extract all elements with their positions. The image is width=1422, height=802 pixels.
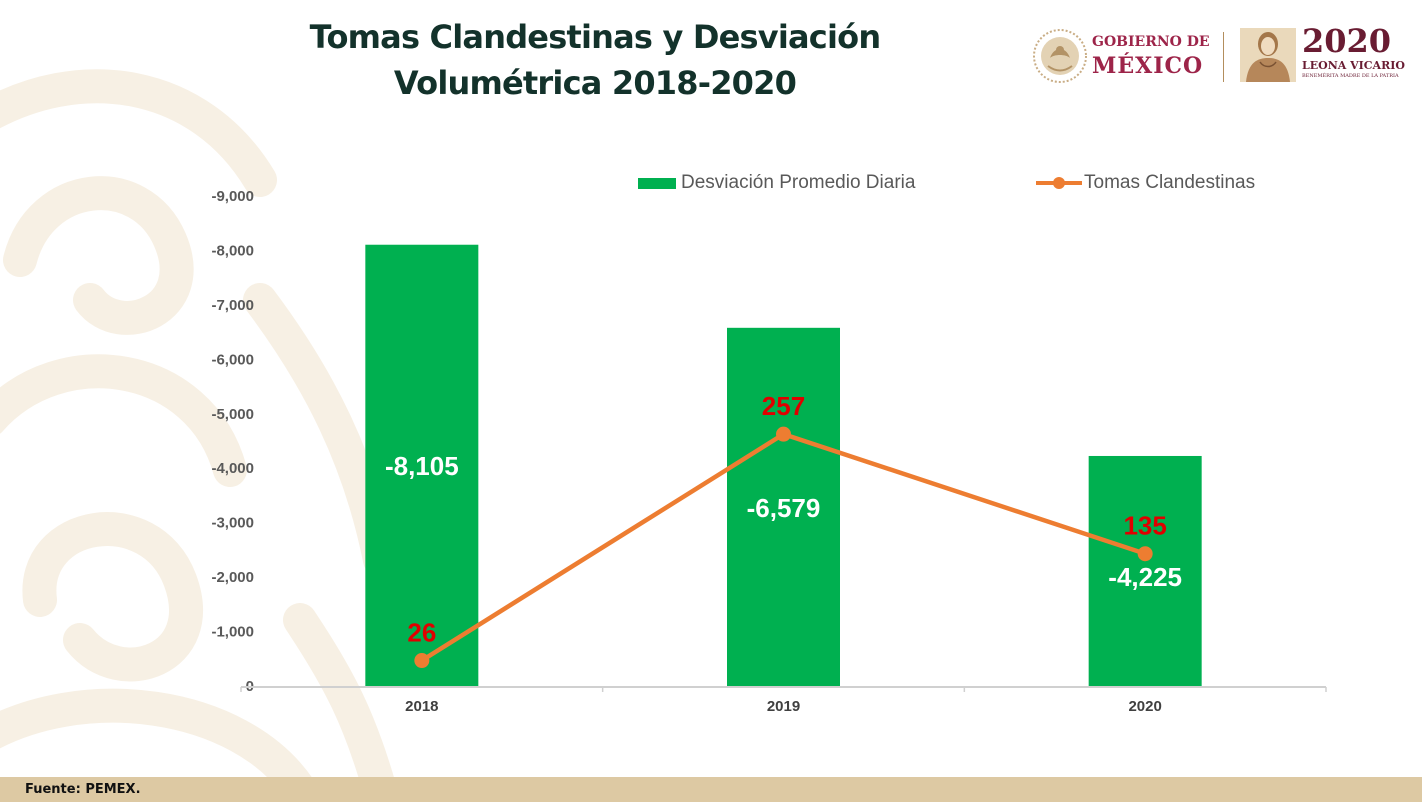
line-point-2020	[1137, 546, 1153, 562]
line-point-2018	[414, 653, 430, 669]
logo-leona-vicario: LEONA VICARIO	[1302, 59, 1405, 72]
bars	[365, 244, 1202, 686]
y-tick-label: -9,000	[211, 188, 254, 205]
mexico-coat-of-arms-icon	[1033, 29, 1087, 83]
legend-label-tomas: Tomas Clandestinas	[1084, 172, 1256, 193]
source-note: Fuente: PEMEX.	[25, 782, 141, 797]
left-axis-ticks: -9,000 -8,000 -7,000 -6,000 -5,000 -4,000 -3,0…	[211, 188, 254, 695]
y-tick-label: -7,000	[211, 297, 254, 314]
y-tick-label: -5,000	[211, 406, 254, 423]
y-tick-label: -2,000	[211, 569, 254, 586]
logo-leona-subtitle: BENEMÉRITA MADRE DE LA PATRIA	[1302, 73, 1399, 79]
page-title: Tomas Clandestinas y Desviación Volumétr…	[175, 14, 1015, 106]
y-tick-label: -1,000	[211, 624, 254, 641]
legend-item-desviacion: Desviación Promedio Diaria	[638, 172, 915, 194]
title-line-1: Tomas Clandestinas y Desviación	[309, 18, 881, 56]
line-point-2019	[776, 426, 791, 442]
background-pattern	[0, 69, 397, 780]
title-line-2: Volumétrica 2018-2020	[393, 64, 797, 102]
legend-bar-swatch-icon	[638, 177, 676, 189]
bar-2019	[727, 327, 840, 686]
line-value-label: 257	[762, 391, 805, 421]
bar-value-label: -6,579	[747, 493, 821, 523]
legend-label-desviacion: Desviación Promedio Diaria	[681, 172, 916, 193]
legend-item-tomas: Tomas Clandestinas	[1036, 172, 1255, 194]
bar-2020	[1088, 455, 1202, 686]
logo-divider	[1223, 32, 1224, 82]
bar-2018	[365, 244, 479, 686]
x-tick-label: 2020	[1128, 698, 1161, 715]
leona-vicario-portrait-icon	[1240, 28, 1296, 82]
gobierno-de-mexico-logo: GOBIERNO DE MÉXICO	[1092, 32, 1210, 80]
x-tick-label: 2019	[767, 698, 800, 715]
bar-value-label: -4,225	[1108, 562, 1182, 592]
legend-line-swatch-icon	[1036, 177, 1082, 189]
x-axis-ticks: 2018 2019 2020	[240, 687, 1327, 715]
logo-gobierno-line2: MÉXICO	[1092, 53, 1204, 79]
bar-value-label: -8,105	[385, 451, 459, 481]
y-tick-label: -4,000	[211, 460, 254, 477]
government-logos: GOBIERNO DE MÉXICO 2020 LEONA VICARIO BE…	[1030, 24, 1410, 86]
x-tick-label: 2018	[405, 698, 438, 715]
combo-chart: -9,000 -8,000 -7,000 -6,000 -5,000 -4,000 -3,0…	[211, 188, 1327, 715]
logo-gobierno-line1: GOBIERNO DE	[1092, 34, 1210, 50]
line-value-label: 26	[407, 618, 436, 648]
y-tick-label: -6,000	[211, 351, 254, 368]
logo-year: 2020	[1302, 22, 1392, 60]
y-tick-label: -8,000	[211, 242, 254, 259]
footer-bar: Fuente: PEMEX.	[0, 777, 1422, 802]
data-labels: -8,105 -6,579 -4,225 26 257 135	[385, 391, 1182, 647]
y-tick-label: -3,000	[211, 515, 254, 532]
line-value-label: 135	[1123, 511, 1166, 541]
line-series	[414, 426, 1153, 669]
